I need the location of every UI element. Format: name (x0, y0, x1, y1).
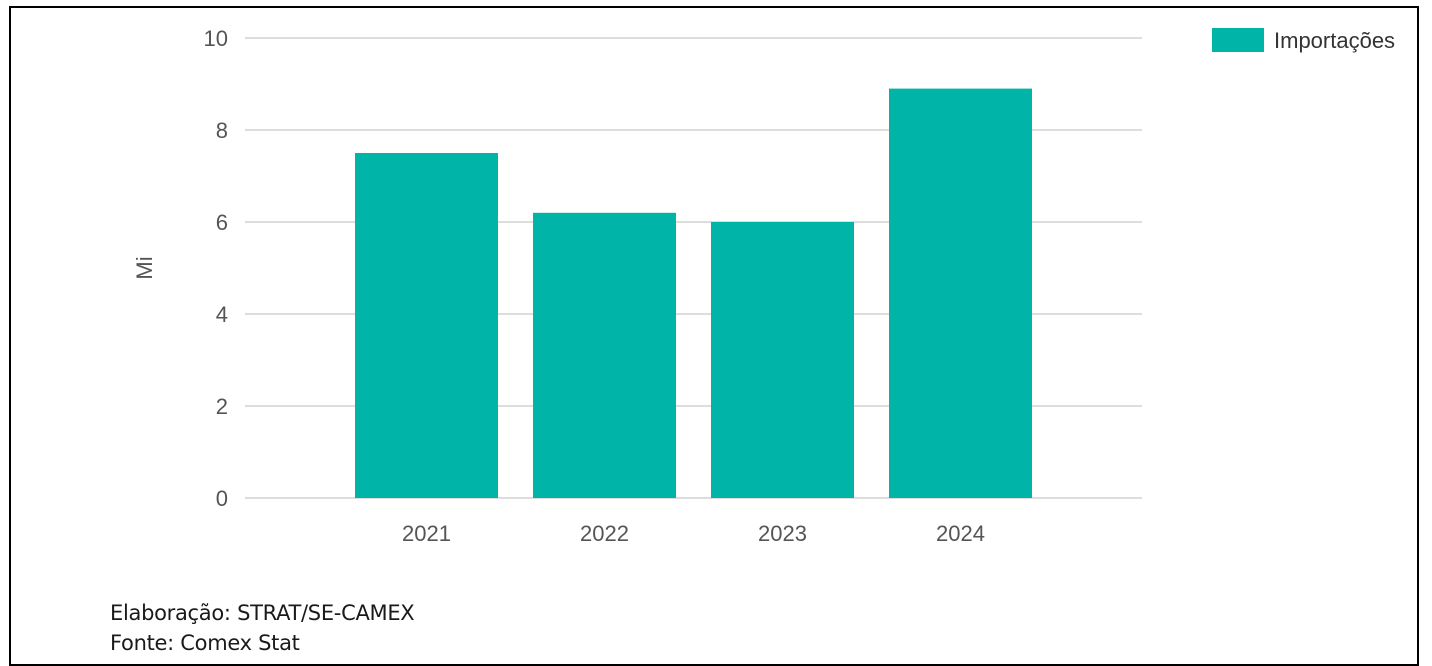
x-tick-label-2021: 2021 (402, 521, 451, 546)
bar-2023 (711, 222, 854, 498)
y-tick-label-6: 6 (216, 210, 228, 235)
y-tick-label-0: 0 (216, 486, 228, 511)
chart-footer: Elaboração: STRAT/SE-CAMEX Fonte: Comex … (110, 598, 415, 658)
legend-label-importacoes: Importações (1274, 28, 1395, 53)
footer-elaboracao: Elaboração: STRAT/SE-CAMEX (110, 601, 415, 625)
bars (355, 88, 1032, 499)
x-axis-ticks: 2021 2022 2023 2024 (402, 521, 985, 546)
y-tick-label-10: 10 (204, 26, 228, 51)
bar-2024 (889, 88, 1032, 498)
bar-2022 (533, 212, 676, 499)
y-axis-title: Mi (132, 256, 157, 279)
y-axis-ticks: 0 2 4 6 8 10 (204, 26, 228, 511)
legend-swatch-importacoes (1212, 28, 1264, 52)
y-tick-label-8: 8 (216, 118, 228, 143)
bar-2021 (355, 153, 498, 498)
x-tick-label-2023: 2023 (758, 521, 807, 546)
x-tick-label-2022: 2022 (580, 521, 629, 546)
y-tick-label-2: 2 (216, 394, 228, 419)
x-tick-label-2024: 2024 (936, 521, 985, 546)
y-tick-label-4: 4 (216, 302, 228, 327)
legend: Importações (1212, 28, 1395, 53)
footer-fonte: Fonte: Comex Stat (110, 631, 300, 655)
